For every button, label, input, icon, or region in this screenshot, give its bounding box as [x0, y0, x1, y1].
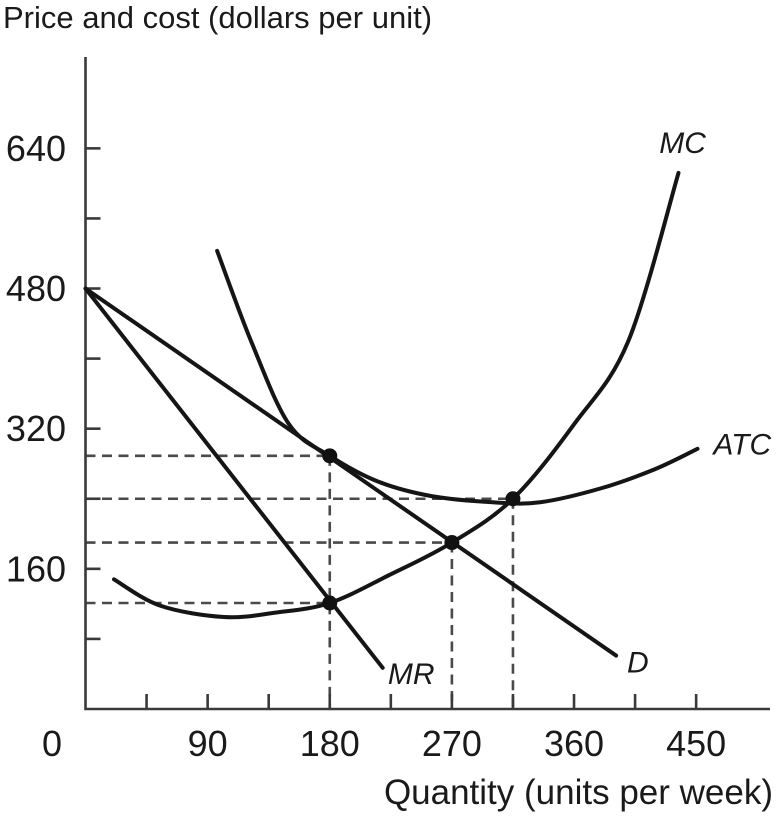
- x-tick-label-0: 0: [42, 723, 62, 764]
- y-tick-label-320: 320: [6, 408, 66, 449]
- x-tick-label-450: 450: [666, 723, 726, 764]
- curve-label-ATC: ATC: [711, 428, 771, 461]
- tick-labels: 160 320 480 640 0 90 180 270 360 450: [6, 128, 726, 764]
- x-tick-label-90: 90: [188, 723, 228, 764]
- quantity-axis-caption: Quantity (units per week): [383, 773, 773, 812]
- marker-dot-q180-v121: [322, 595, 338, 611]
- marker-dot-q180-v289: [322, 448, 338, 464]
- price-cost-axis-caption: Price and cost (dollars per unit): [3, 0, 433, 35]
- x-tick-label-180: 180: [300, 723, 360, 764]
- curve-ATC: [215, 248, 700, 506]
- curve-label-D: D: [627, 647, 649, 680]
- curve-labels: MC ATC D MR: [388, 127, 772, 691]
- curve-label-MC: MC: [659, 127, 706, 160]
- dashed-guides: [85, 454, 515, 709]
- curve-D: [83, 286, 619, 658]
- x-tick-label-360: 360: [544, 723, 604, 764]
- axis-lines: [84, 57, 770, 711]
- y-tick-label-480: 480: [6, 268, 66, 309]
- y-tick-label-160: 160: [6, 548, 66, 589]
- marker-dot-q315-v240: [505, 491, 521, 507]
- x-tick-label-270: 270: [422, 723, 482, 764]
- curves: [83, 170, 700, 670]
- y-tick-label-640: 640: [6, 128, 66, 169]
- key-point-markers: [322, 448, 521, 611]
- curve-MC: [111, 170, 681, 620]
- marker-dot-q270-v190: [444, 535, 460, 551]
- curve-MR: [83, 286, 385, 670]
- curve-label-MR: MR: [388, 658, 435, 691]
